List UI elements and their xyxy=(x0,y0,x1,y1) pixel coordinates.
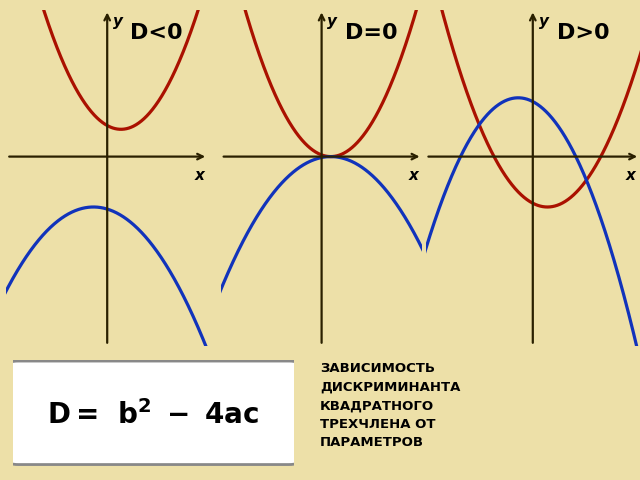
Text: ЗАВИСИМОСТЬ
ДИСКРИМИНАНТА
КВАДРАТНОГО
ТРЕХЧЛЕНА ОТ
ПАРАМЕТРОВ: ЗАВИСИМОСТЬ ДИСКРИМИНАНТА КВАДРАТНОГО ТР… xyxy=(320,362,460,449)
Text: x: x xyxy=(195,168,204,183)
Text: x: x xyxy=(625,168,636,183)
Text: D<0: D<0 xyxy=(130,23,183,43)
FancyBboxPatch shape xyxy=(7,361,300,465)
Text: D=0: D=0 xyxy=(344,23,397,43)
Text: y: y xyxy=(327,14,337,29)
Text: x: x xyxy=(409,168,419,183)
Text: D>0: D>0 xyxy=(557,23,610,43)
Text: y: y xyxy=(539,14,548,29)
Text: $\mathbf{D=\ \,b^2\ -\ 4ac}$: $\mathbf{D=\ \,b^2\ -\ 4ac}$ xyxy=(47,400,259,430)
Text: y: y xyxy=(113,14,123,29)
